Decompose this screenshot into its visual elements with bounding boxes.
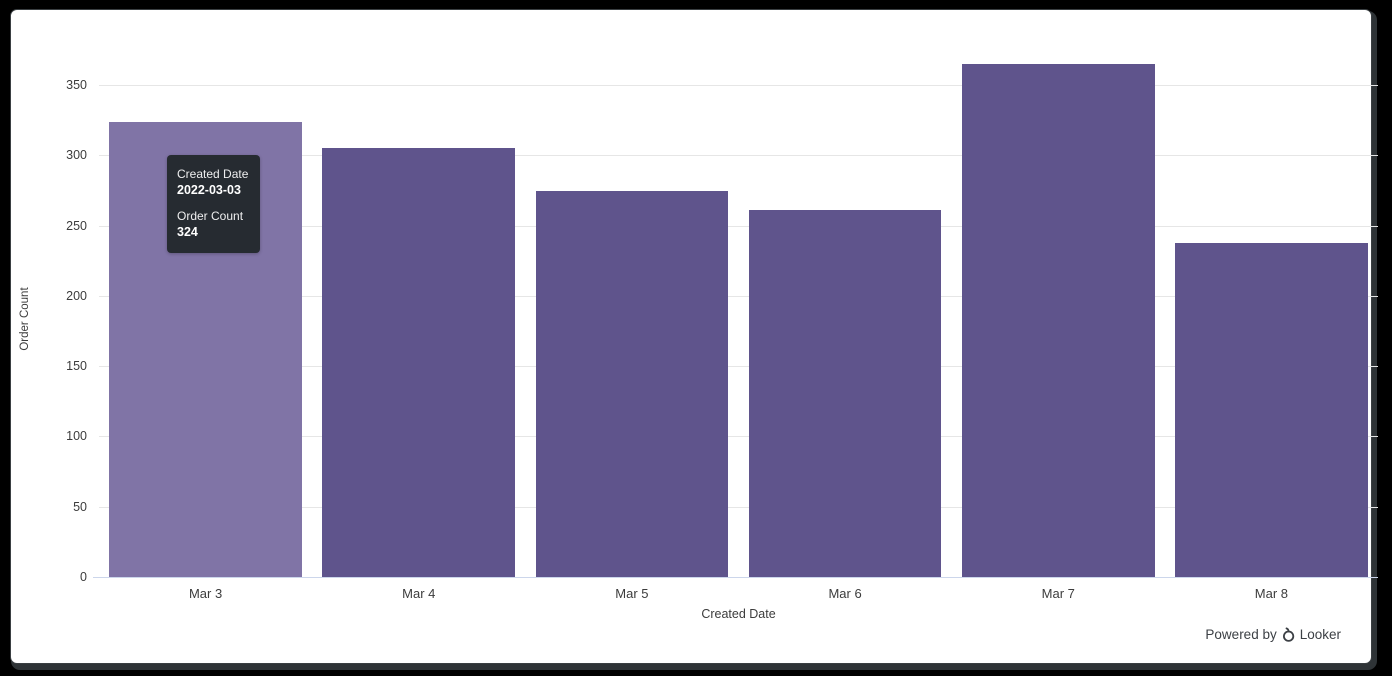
tooltip-dimension-value: 2022-03-03 <box>177 183 241 197</box>
bar-mar-6[interactable] <box>748 210 942 577</box>
grid-line <box>99 296 1378 297</box>
grid-line <box>99 226 1378 227</box>
grid-line <box>99 436 1378 437</box>
powered-by-looker[interactable]: Powered by Looker <box>1205 626 1341 643</box>
grid-line <box>99 507 1378 508</box>
powered-by-text: Powered by <box>1205 627 1277 642</box>
visualization-panel: 0 50 100 150 200 250 300 350 Mar 3 Mar 4 Mar 5 Mar … <box>10 9 1378 664</box>
bar-mar-8[interactable] <box>1175 242 1368 577</box>
x-axis-line <box>93 577 1378 578</box>
bar-mar-5[interactable] <box>535 190 729 577</box>
x-tick-label: Mar 3 <box>188 586 223 601</box>
tooltip-dimension-label: Created Date <box>177 167 249 181</box>
x-tick-label: Mar 5 <box>615 586 649 601</box>
chart-tooltip: Created Date 2022-03-03 Order Count 324 <box>167 155 260 253</box>
x-tick-label: Mar 4 <box>402 586 436 601</box>
tooltip-measure-label: Order Count <box>177 209 244 223</box>
grid-line <box>99 366 1378 367</box>
looker-logo-icon <box>1281 626 1296 643</box>
y-tick-label: 300 <box>66 148 87 162</box>
grid-line <box>99 155 1378 156</box>
grid-line <box>99 85 1378 86</box>
bar-mar-4[interactable] <box>322 148 516 577</box>
y-tick-label: 100 <box>66 429 87 443</box>
y-axis-title: Order Count <box>19 287 31 351</box>
y-tick-label: 150 <box>66 359 87 373</box>
y-tick-label: 350 <box>66 78 87 92</box>
bar-mar-7[interactable] <box>961 64 1155 577</box>
x-tick-label: Mar 7 <box>1041 586 1075 601</box>
tooltip-measure-value: 324 <box>177 225 198 239</box>
y-tick-label: 50 <box>73 500 87 514</box>
bar-chart: 0 50 100 150 200 250 300 350 Mar 3 Mar 4 Mar 5 Mar … <box>11 10 1378 663</box>
y-tick-label: 250 <box>66 219 87 233</box>
x-tick-label: Mar 6 <box>828 586 862 601</box>
x-axis-title: Created Date <box>701 607 776 621</box>
x-tick-label: Mar 8 <box>1254 586 1288 601</box>
looker-brand-text: Looker <box>1299 627 1341 642</box>
y-tick-label: 0 <box>80 570 87 584</box>
y-tick-label: 200 <box>66 289 87 303</box>
